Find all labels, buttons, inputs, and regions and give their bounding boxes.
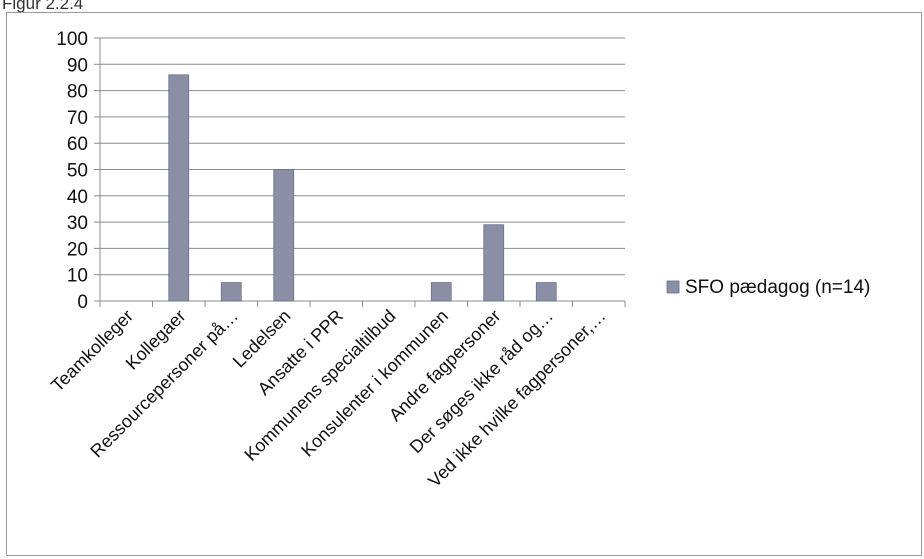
y-tick-label: 80 (67, 82, 88, 103)
y-tick-label: 70 (67, 108, 88, 129)
bar (430, 282, 452, 302)
y-tick-label: 40 (67, 187, 88, 208)
y-tick-label: 60 (67, 134, 88, 155)
bar (535, 282, 557, 302)
x-category-label: Teamkolleger (47, 306, 137, 396)
y-tick-label: 50 (67, 161, 88, 182)
y-tick-label: 100 (56, 29, 88, 50)
bar (273, 169, 295, 302)
y-tick-label: 20 (67, 239, 88, 260)
bars (168, 74, 557, 302)
chart-frame (6, 12, 922, 556)
legend-swatch (666, 280, 680, 294)
legend: SFO pædagog (n=14) (666, 277, 870, 298)
y-axis-tick-labels: 0 10 20 30 40 50 60 70 80 90 100 (56, 29, 88, 313)
figure-caption: Figur 2.2.4 (2, 0, 84, 13)
y-tick-label: 30 (67, 213, 88, 234)
y-tick-label: 10 (67, 266, 88, 287)
bar (483, 224, 505, 302)
bar (220, 282, 242, 302)
legend-label: SFO pædagog (n=14) (685, 277, 870, 298)
y-tick-label: 90 (67, 55, 88, 76)
y-tick-label: 0 (77, 292, 88, 313)
bar (168, 74, 190, 302)
